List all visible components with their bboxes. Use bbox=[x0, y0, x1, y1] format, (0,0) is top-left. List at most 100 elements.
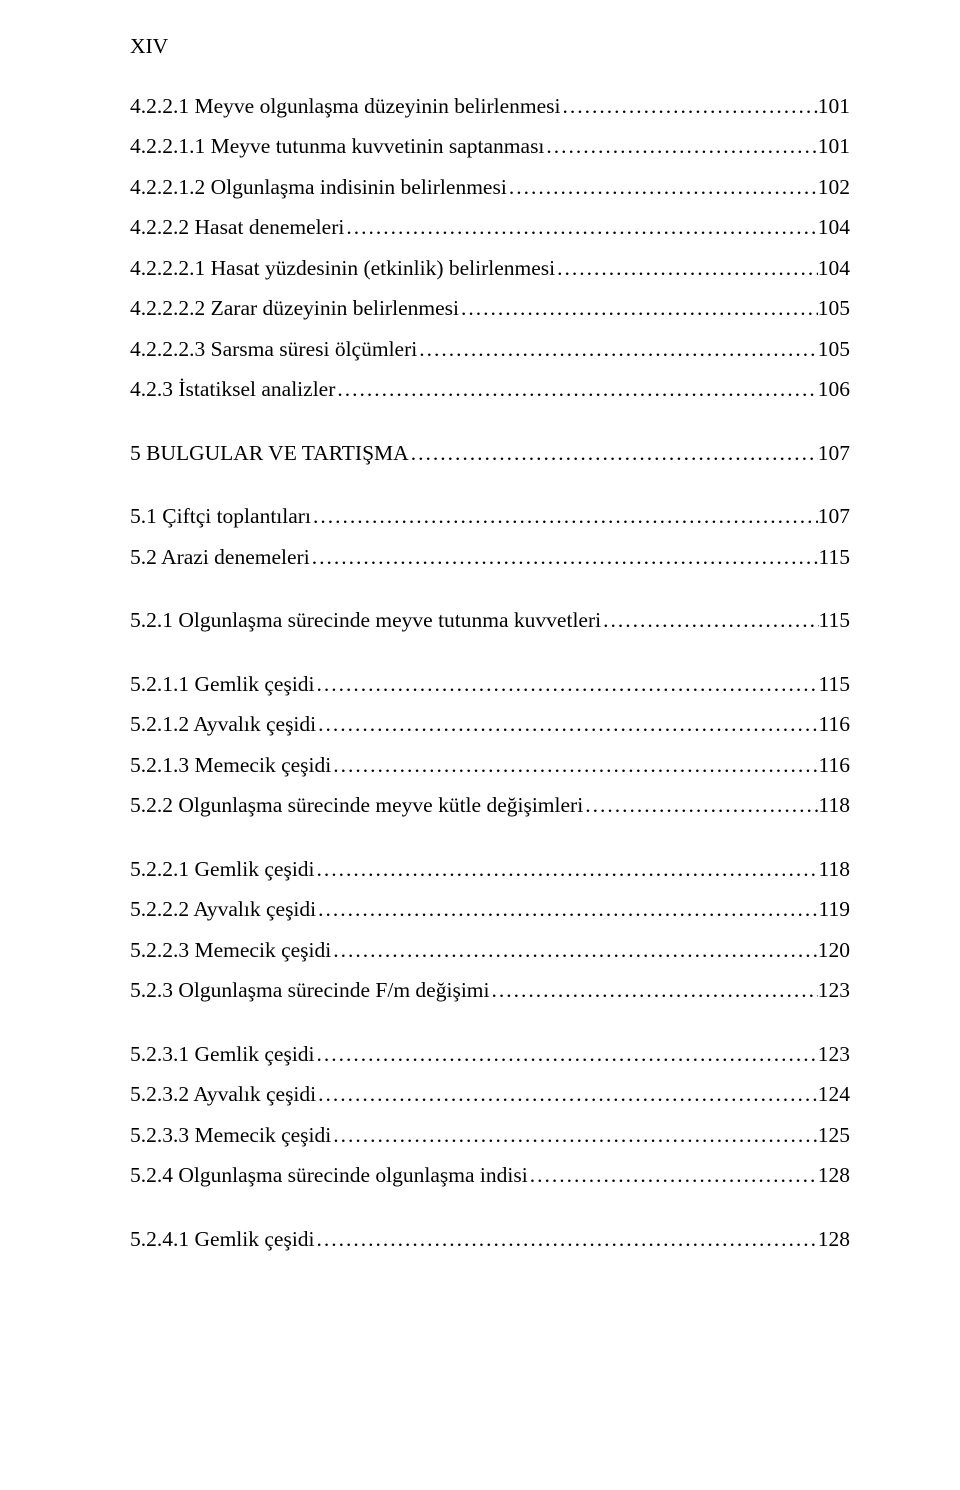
toc-entry-label: 5.2.2.2 Ayvalık çeşidi bbox=[130, 899, 316, 921]
toc-leader-dots bbox=[315, 1044, 818, 1066]
toc-entry-page: 125 bbox=[818, 1125, 850, 1147]
toc-leader-dots bbox=[315, 859, 819, 881]
toc-entry-page: 128 bbox=[818, 1165, 850, 1187]
toc-leader-dots bbox=[311, 506, 818, 528]
toc-entry: 5.1 Çiftçi toplantıları 107 bbox=[130, 506, 850, 528]
toc-entry-label: 5.2 Arazi denemeleri bbox=[130, 547, 310, 569]
toc-entry-page: 115 bbox=[819, 547, 850, 569]
page-number: XIV bbox=[130, 36, 850, 58]
toc-entry-page: 116 bbox=[819, 755, 850, 777]
toc-entry-label: 5.2.4.1 Gemlik çeşidi bbox=[130, 1229, 315, 1251]
toc-entry-page: 118 bbox=[819, 859, 850, 881]
toc-entry-page: 116 bbox=[819, 714, 850, 736]
toc-entry-label: 5 BULGULAR VE TARTIŞMA bbox=[130, 443, 409, 465]
toc-entry-label: 5.2.3.3 Memecik çeşidi bbox=[130, 1125, 331, 1147]
toc-entry: 5.2.3.2 Ayvalık çeşidi 124 bbox=[130, 1084, 850, 1106]
toc-entry-page: 107 bbox=[818, 506, 850, 528]
toc-entry-label: 5.2.1.1 Gemlik çeşidi bbox=[130, 674, 315, 696]
toc-entry-label: 5.2.3.2 Ayvalık çeşidi bbox=[130, 1084, 316, 1106]
toc-entry-page: 124 bbox=[818, 1084, 850, 1106]
toc-entry-label: 4.2.2.1 Meyve olgunlaşma düzeyinin belir… bbox=[130, 96, 561, 118]
toc-entry: 5.2.2.3 Memecik çeşidi 120 bbox=[130, 940, 850, 962]
toc-entry-page: 102 bbox=[818, 177, 850, 199]
toc-leader-dots bbox=[583, 795, 818, 817]
toc-entry: 5.2.4.1 Gemlik çeşidi 128 bbox=[130, 1229, 850, 1251]
toc-entry-label: 4.2.2.2.1 Hasat yüzdesinin (etkinlik) be… bbox=[130, 258, 555, 280]
toc-entry: 4.2.2.2 Hasat denemeleri 104 bbox=[130, 217, 850, 239]
toc-entry: 5.2.2 Olgunlaşma sürecinde meyve kütle d… bbox=[130, 795, 850, 817]
toc-entry-label: 5.2.4 Olgunlaşma sürecinde olgunlaşma in… bbox=[130, 1165, 528, 1187]
toc-leader-dots bbox=[315, 1229, 818, 1251]
toc-leader-dots bbox=[417, 339, 818, 361]
toc-entry-label: 5.1 Çiftçi toplantıları bbox=[130, 506, 311, 528]
toc-leader-dots bbox=[331, 755, 818, 777]
toc-entry-page: 105 bbox=[818, 339, 850, 361]
toc-entry-page: 115 bbox=[819, 674, 850, 696]
toc-leader-dots bbox=[316, 714, 818, 736]
toc-entry: 5.2.1 Olgunlaşma sürecinde meyve tutunma… bbox=[130, 610, 850, 632]
toc-leader-dots bbox=[490, 980, 818, 1002]
toc-entry-page: 101 bbox=[818, 136, 850, 158]
toc-entry: 4.2.2.2.2 Zarar düzeyinin belirlenmesi 10… bbox=[130, 298, 850, 320]
toc-entry: 4.2.3 İstatiksel analizler 106 bbox=[130, 379, 850, 401]
toc-leader-dots bbox=[409, 443, 818, 465]
toc-leader-dots bbox=[601, 610, 818, 632]
toc-leader-dots bbox=[310, 547, 819, 569]
toc-entry: 4.2.2.1 Meyve olgunlaşma düzeyinin belir… bbox=[130, 96, 850, 118]
toc-entry-page: 128 bbox=[818, 1229, 850, 1251]
toc-entry-page: 101 bbox=[818, 96, 850, 118]
toc-entry: 4.2.2.2.1 Hasat yüzdesinin (etkinlik) be… bbox=[130, 258, 850, 280]
toc-entry: 5.2.3.3 Memecik çeşidi 125 bbox=[130, 1125, 850, 1147]
toc-entry-label: 5.2.1.3 Memecik çeşidi bbox=[130, 755, 331, 777]
toc-entry: 4.2.2.1.1 Meyve tutunma kuvvetinin sapta… bbox=[130, 136, 850, 158]
toc-entry-page: 123 bbox=[818, 980, 850, 1002]
toc-entry-page: 105 bbox=[818, 298, 850, 320]
toc-leader-dots bbox=[561, 96, 818, 118]
toc-entry-label: 5.2.1.2 Ayvalık çeşidi bbox=[130, 714, 316, 736]
toc-entry-label: 5.2.2.3 Memecik çeşidi bbox=[130, 940, 331, 962]
toc-entry-page: 118 bbox=[819, 795, 850, 817]
toc-entry: 5.2.1.2 Ayvalık çeşidi 116 bbox=[130, 714, 850, 736]
toc-entry-label: 4.2.2.2.3 Sarsma süresi ölçümleri bbox=[130, 339, 417, 361]
toc-entry-page: 119 bbox=[819, 899, 850, 921]
toc-leader-dots bbox=[331, 940, 818, 962]
toc-entry-page: 107 bbox=[818, 443, 850, 465]
table-of-contents: 4.2.2.1 Meyve olgunlaşma düzeyinin belir… bbox=[130, 96, 850, 1251]
toc-leader-dots bbox=[335, 379, 817, 401]
toc-entry: 4.2.2.1.2 Olgunlaşma indisinin belirlenm… bbox=[130, 177, 850, 199]
toc-entry-label: 4.2.3 İstatiksel analizler bbox=[130, 379, 335, 401]
document-page: XIV 4.2.2.1 Meyve olgunlaşma düzeyinin b… bbox=[0, 0, 960, 1490]
toc-entry-label: 5.2.3 Olgunlaşma sürecinde F/m değişimi bbox=[130, 980, 490, 1002]
toc-leader-dots bbox=[315, 674, 819, 696]
toc-entry-label: 5.2.2.1 Gemlik çeşidi bbox=[130, 859, 315, 881]
toc-entry-label: 5.2.2 Olgunlaşma sürecinde meyve kütle d… bbox=[130, 795, 583, 817]
toc-entry: 5.2.4 Olgunlaşma sürecinde olgunlaşma in… bbox=[130, 1165, 850, 1187]
toc-entry-label: 5.2.3.1 Gemlik çeşidi bbox=[130, 1044, 315, 1066]
toc-entry: 5.2.2.2 Ayvalık çeşidi 119 bbox=[130, 899, 850, 921]
toc-entry: 5.2 Arazi denemeleri 115 bbox=[130, 547, 850, 569]
toc-entry-label: 4.2.2.1.2 Olgunlaşma indisinin belirlenm… bbox=[130, 177, 507, 199]
toc-leader-dots bbox=[507, 177, 818, 199]
toc-leader-dots bbox=[316, 899, 818, 921]
toc-leader-dots bbox=[331, 1125, 818, 1147]
toc-entry-page: 106 bbox=[818, 379, 850, 401]
toc-leader-dots bbox=[528, 1165, 818, 1187]
toc-entry-label: 5.2.1 Olgunlaşma sürecinde meyve tutunma… bbox=[130, 610, 601, 632]
toc-entry: 5 BULGULAR VE TARTIŞMA 107 bbox=[130, 443, 850, 465]
toc-entry: 4.2.2.2.3 Sarsma süresi ölçümleri 105 bbox=[130, 339, 850, 361]
toc-leader-dots bbox=[544, 136, 817, 158]
toc-entry-label: 4.2.2.2 Hasat denemeleri bbox=[130, 217, 344, 239]
toc-leader-dots bbox=[316, 1084, 818, 1106]
toc-leader-dots bbox=[459, 298, 818, 320]
toc-entry: 5.2.2.1 Gemlik çeşidi 118 bbox=[130, 859, 850, 881]
toc-entry-page: 120 bbox=[818, 940, 850, 962]
toc-entry-label: 4.2.2.2.2 Zarar düzeyinin belirlenmesi bbox=[130, 298, 459, 320]
toc-leader-dots bbox=[344, 217, 817, 239]
toc-entry-page: 104 bbox=[818, 258, 850, 280]
toc-entry: 5.2.1.1 Gemlik çeşidi 115 bbox=[130, 674, 850, 696]
toc-leader-dots bbox=[555, 258, 818, 280]
toc-entry: 5.2.3 Olgunlaşma sürecinde F/m değişimi 1… bbox=[130, 980, 850, 1002]
toc-entry-page: 104 bbox=[818, 217, 850, 239]
toc-entry: 5.2.1.3 Memecik çeşidi 116 bbox=[130, 755, 850, 777]
toc-entry: 5.2.3.1 Gemlik çeşidi123 bbox=[130, 1044, 850, 1066]
